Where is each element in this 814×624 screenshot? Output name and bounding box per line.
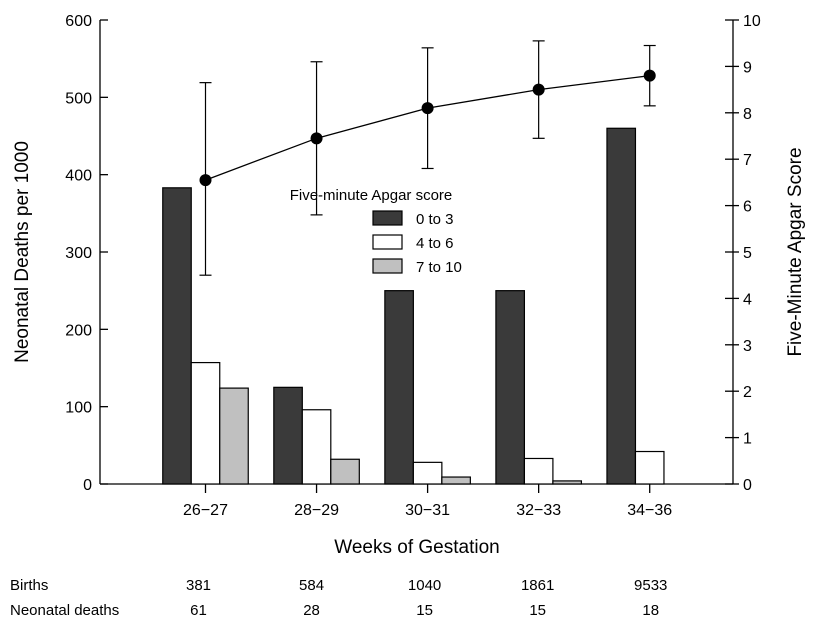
legend-label: 4 to 6	[416, 235, 454, 252]
x-tick-label: 34−36	[627, 502, 672, 519]
y-tick-label-right: 1	[743, 431, 752, 448]
y-tick-label-right: 2	[743, 384, 752, 401]
legend: Five-minute Apgar score 0 to 3 4 to 6 7 to …	[290, 187, 462, 276]
bar	[384, 290, 414, 485]
bar	[273, 386, 303, 485]
bar	[441, 476, 471, 485]
bar	[301, 409, 332, 485]
y-tick-label-right: 10	[743, 13, 761, 30]
y-tick-label-left: 400	[65, 168, 92, 185]
y-tick-label-left: 0	[83, 477, 92, 494]
table-cell: 1861	[521, 577, 554, 594]
apgar-point	[643, 69, 656, 82]
table-cell: 18	[642, 602, 659, 619]
y-tick-label-left: 500	[65, 90, 92, 107]
x-tick-label: 28−29	[294, 502, 339, 519]
y-tick-label-right: 4	[743, 291, 752, 308]
y-tick-label-right: 3	[743, 338, 752, 355]
y-tick-label-right: 9	[743, 59, 752, 76]
y-tick-label-right: 6	[743, 199, 752, 216]
table-cell: 381	[186, 577, 211, 594]
legend-swatch	[372, 210, 403, 226]
apgar-point	[532, 83, 545, 96]
bar	[523, 457, 554, 485]
bar	[552, 480, 583, 485]
bar	[634, 450, 665, 485]
bar	[219, 387, 249, 485]
y-tick-label-left: 600	[65, 13, 92, 30]
x-axis-title: Weeks of Gestation	[334, 537, 499, 558]
table-cell: 15	[529, 602, 546, 619]
bar	[190, 361, 221, 485]
apgar-point	[421, 102, 434, 115]
table-cell: 15	[416, 602, 433, 619]
bar	[495, 290, 526, 485]
y-tick-label-right: 8	[743, 106, 752, 123]
table-cell: 61	[190, 602, 207, 619]
table-cell: 9533	[634, 577, 667, 594]
bar	[606, 127, 637, 485]
bar	[330, 458, 360, 485]
table-cell: 28	[303, 602, 320, 619]
y-axis-title-left: Neonatal Deaths per 1000	[12, 141, 33, 363]
y-tick-label-right: 5	[743, 245, 752, 262]
axes: 0 100 200 300 400 500 600 0 1 2 3 4 5 6 7 8 9 10 26−27 28−2…	[65, 13, 761, 519]
legend-label: 0 to 3	[416, 211, 454, 228]
bars	[162, 127, 665, 485]
legend-swatch	[372, 234, 403, 250]
y-tick-label-right: 7	[743, 152, 752, 169]
legend-title: Five-minute Apgar score	[290, 187, 453, 204]
apgar-point	[199, 174, 212, 187]
y-tick-label-left: 300	[65, 245, 92, 262]
y-tick-label-right: 0	[743, 477, 752, 494]
apgar-line	[199, 40, 656, 276]
table-cell: 1040	[408, 577, 441, 594]
bar	[162, 187, 192, 485]
x-tick-label: 32−33	[516, 502, 561, 519]
apgar-point	[310, 132, 323, 145]
y-axis-title-right: Five-Minute Apgar Score	[785, 147, 806, 356]
x-tick-label: 26−27	[183, 502, 228, 519]
data-table: Births 381 584 1040 1861 9533 Neonatal deaths 6…	[10, 577, 667, 619]
table-row-label: Neonatal deaths	[10, 602, 119, 619]
legend-label: 7 to 10	[416, 259, 462, 276]
x-tick-label: 30−31	[405, 502, 450, 519]
table-cell: 584	[299, 577, 324, 594]
bar	[412, 461, 443, 485]
table-row-label: Births	[10, 577, 48, 594]
y-tick-label-left: 100	[65, 400, 92, 417]
y-tick-label-left: 200	[65, 322, 92, 339]
legend-swatch	[372, 258, 403, 274]
